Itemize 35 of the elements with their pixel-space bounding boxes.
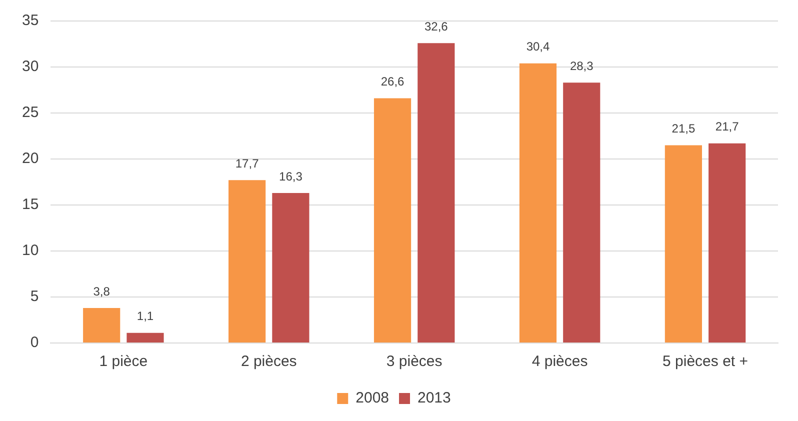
data-label: 32,6: [424, 19, 448, 34]
data-label: 30,4: [526, 40, 550, 54]
bar: [519, 63, 557, 342]
x-tick-label: 1 pièce: [99, 353, 148, 370]
y-tick-label: 10: [22, 242, 39, 260]
y-tick-label: 5: [30, 288, 39, 306]
y-tick-label: 30: [22, 58, 39, 76]
data-label: 21,7: [715, 120, 740, 134]
y-tick-label: 20: [22, 150, 39, 168]
bar: [374, 98, 412, 342]
bar: [708, 143, 746, 342]
y-tick-label: 15: [22, 196, 39, 214]
bar: [83, 308, 120, 342]
data-label: 26,6: [380, 74, 405, 89]
data-label: 1,1: [136, 309, 154, 324]
x-tick-label: 4 pièces: [532, 353, 588, 370]
x-tick-label: 5 pièces et +: [662, 353, 748, 370]
bar: [418, 43, 455, 342]
bar: [228, 180, 266, 342]
bar: [126, 332, 164, 342]
legend-label: 2013: [418, 390, 451, 407]
data-label: 3,8: [93, 284, 110, 298]
data-label: 16,3: [279, 169, 303, 184]
y-tick-label: 25: [22, 104, 39, 122]
data-label: 17,7: [235, 156, 260, 170]
bar: [664, 145, 702, 342]
legend-label: 2008: [356, 390, 390, 407]
x-tick-label: 3 pièces: [386, 353, 442, 370]
data-label: 21,5: [672, 122, 696, 136]
data-label: 28,3: [570, 58, 594, 73]
y-tick-label: 0: [30, 334, 39, 352]
y-tick-label: 35: [22, 12, 39, 30]
x-tick-label: 2 pièces: [240, 353, 297, 370]
bar: [272, 193, 310, 342]
bar: [563, 82, 600, 342]
